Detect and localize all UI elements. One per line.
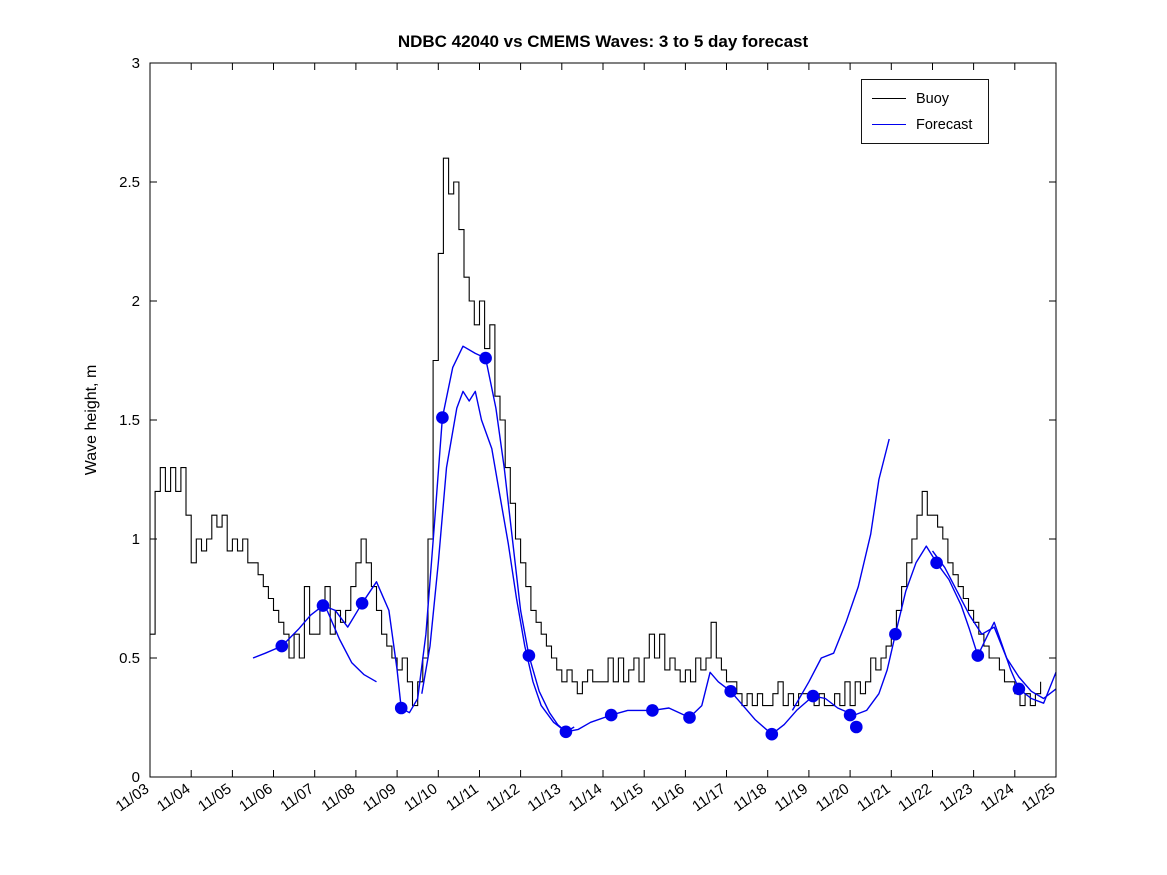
forecast-marker [843, 708, 857, 722]
forecast-marker [479, 351, 492, 365]
y-axis-label: Wave height, m [83, 364, 100, 476]
y-tick-label: 2.5 [119, 174, 140, 191]
legend-item-buoy: Buoy [872, 87, 972, 110]
forecast-marker [850, 720, 863, 734]
y-tick-label: 2 [132, 293, 140, 310]
forecast-line [421, 390, 575, 733]
forecast-marker [765, 727, 779, 741]
forecast-line [931, 550, 1057, 700]
x-tick-label: 11/18 [730, 780, 770, 815]
forecast-line-sample [872, 124, 906, 125]
y-tick-label: 0.5 [119, 650, 140, 667]
axes-box [149, 62, 1057, 778]
forecast-marker [355, 597, 369, 610]
forecast-marker [971, 649, 985, 662]
x-tick-label: 11/22 [895, 780, 935, 815]
x-tick-label: 11/06 [236, 780, 276, 815]
legend: Buoy Forecast [861, 79, 990, 144]
x-tick-label: 11/11 [443, 780, 482, 814]
buoy-line [150, 157, 1042, 707]
x-tick-label: 11/12 [483, 780, 523, 815]
x-tick-label: 11/25 [1019, 780, 1059, 815]
forecast-marker [604, 708, 618, 722]
forecast-line [252, 345, 1057, 735]
forecast-marker [683, 711, 696, 724]
x-tick-label: 11/09 [360, 780, 400, 815]
x-tick-label: 11/04 [154, 780, 194, 815]
forecast-marker [275, 639, 289, 653]
y-tick-label: 1.5 [119, 412, 140, 429]
forecast-marker [559, 725, 573, 739]
x-tick-label: 11/05 [195, 780, 235, 815]
forecast-marker [316, 599, 330, 612]
x-tick-label: 11/21 [854, 780, 894, 815]
x-tick-label: 11/08 [319, 780, 359, 815]
x-tick-label: 11/07 [277, 780, 317, 815]
x-tick-label: 11/19 [772, 780, 812, 815]
forecast-line [326, 610, 377, 683]
forecast-marker [724, 685, 737, 698]
chart-title: NDBC 42040 vs CMEMS Waves: 3 to 5 day fo… [397, 32, 809, 51]
forecast-marker [436, 411, 449, 424]
forecast-marker [930, 556, 943, 570]
x-tick-label: 11/10 [401, 780, 441, 815]
x-tick-label: 11/24 [977, 780, 1017, 815]
x-tick-label: 11/20 [813, 780, 853, 815]
x-tick-label: 11/15 [607, 780, 647, 815]
legend-item-forecast: Forecast [872, 113, 972, 136]
forecast-marker [394, 701, 408, 715]
y-tick-label: 3 [132, 55, 140, 72]
x-tick-label: 11/17 [689, 780, 729, 815]
forecast-marker [1012, 682, 1026, 696]
x-tick-label: 11/13 [524, 780, 564, 815]
x-tick-label: 11/16 [648, 780, 688, 815]
buoy-line-sample [872, 98, 906, 99]
forecast-marker [646, 704, 659, 717]
forecast-marker [522, 649, 536, 662]
forecast-line [791, 438, 890, 711]
x-tick-label: 11/14 [566, 780, 606, 815]
forecast-marker [806, 689, 820, 703]
y-tick-label: 1 [132, 531, 140, 548]
forecast-marker [889, 627, 902, 641]
y-tick-label: 0 [132, 769, 140, 786]
x-tick-label: 11/23 [936, 780, 976, 815]
legend-label-forecast: Forecast [916, 116, 973, 133]
legend-label-buoy: Buoy [916, 90, 950, 107]
